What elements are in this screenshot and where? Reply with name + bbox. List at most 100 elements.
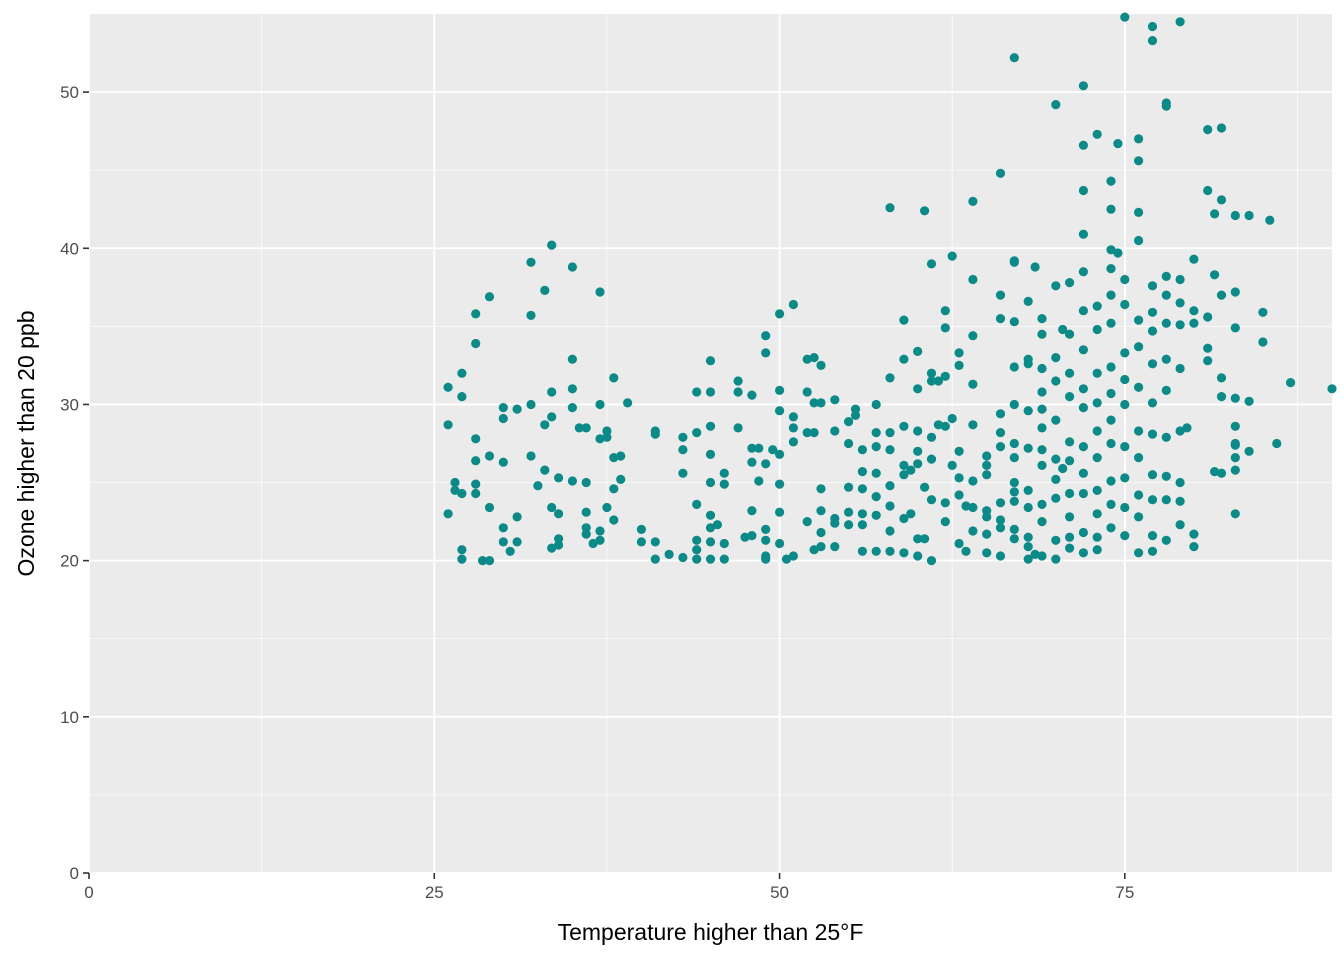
data-point bbox=[1161, 432, 1171, 442]
data-point bbox=[1161, 495, 1171, 505]
data-point bbox=[471, 434, 481, 444]
data-point bbox=[1175, 477, 1185, 488]
data-point bbox=[616, 451, 626, 461]
data-point bbox=[1175, 320, 1185, 330]
data-point bbox=[933, 376, 944, 386]
data-point bbox=[705, 554, 716, 564]
data-point bbox=[1175, 520, 1185, 530]
data-point bbox=[995, 523, 1006, 533]
y-tick-label: 50 bbox=[60, 83, 79, 102]
data-point bbox=[747, 457, 757, 467]
data-point bbox=[1009, 362, 1019, 372]
data-point bbox=[940, 323, 950, 333]
data-point bbox=[1216, 468, 1227, 478]
data-point bbox=[940, 306, 950, 316]
data-point bbox=[857, 509, 868, 519]
data-point bbox=[968, 476, 978, 486]
data-point bbox=[1244, 396, 1254, 406]
data-point bbox=[1286, 378, 1296, 388]
data-point bbox=[719, 554, 729, 564]
data-point bbox=[1037, 387, 1047, 397]
data-point bbox=[1161, 290, 1171, 300]
data-point bbox=[719, 479, 729, 489]
data-point bbox=[733, 387, 743, 397]
data-point bbox=[1258, 337, 1268, 347]
data-point bbox=[1106, 318, 1116, 328]
data-point bbox=[1175, 426, 1185, 436]
data-point bbox=[830, 426, 840, 436]
data-point bbox=[1120, 374, 1130, 385]
data-point bbox=[588, 538, 598, 549]
data-point bbox=[719, 538, 729, 549]
data-point bbox=[754, 476, 764, 486]
data-point bbox=[1147, 546, 1158, 556]
data-point bbox=[1106, 245, 1116, 255]
data-point bbox=[1009, 53, 1019, 63]
data-point bbox=[885, 445, 895, 455]
data-point bbox=[1009, 453, 1019, 463]
data-point bbox=[567, 476, 578, 486]
data-point bbox=[1051, 554, 1061, 564]
data-point bbox=[809, 353, 819, 363]
data-point bbox=[1092, 368, 1102, 378]
data-point bbox=[1078, 488, 1088, 499]
data-point bbox=[567, 403, 578, 413]
data-point bbox=[1037, 499, 1047, 509]
data-point bbox=[906, 509, 916, 519]
data-point bbox=[1009, 534, 1019, 544]
data-point bbox=[554, 540, 564, 550]
data-point bbox=[913, 384, 923, 394]
data-point bbox=[457, 392, 467, 402]
data-point bbox=[1065, 368, 1075, 378]
data-point bbox=[609, 373, 619, 383]
data-point bbox=[1210, 209, 1220, 219]
data-point bbox=[995, 314, 1006, 324]
data-point bbox=[747, 443, 757, 453]
data-point bbox=[595, 287, 605, 297]
data-point bbox=[995, 168, 1006, 178]
data-point bbox=[982, 451, 992, 461]
data-point bbox=[982, 470, 992, 480]
data-point bbox=[609, 515, 619, 525]
data-point bbox=[1078, 468, 1088, 478]
data-point bbox=[1147, 531, 1158, 541]
data-point bbox=[498, 457, 508, 467]
data-point bbox=[1037, 363, 1047, 374]
data-point bbox=[457, 488, 467, 499]
data-point bbox=[581, 529, 591, 539]
data-point bbox=[547, 387, 557, 397]
data-point bbox=[650, 554, 660, 564]
data-point bbox=[1216, 373, 1227, 383]
data-point bbox=[816, 542, 826, 552]
y-tick-label: 30 bbox=[60, 395, 79, 414]
data-point bbox=[733, 376, 743, 386]
data-point bbox=[1230, 509, 1240, 519]
data-point bbox=[1189, 306, 1199, 316]
data-point bbox=[678, 445, 688, 455]
data-point bbox=[498, 523, 508, 533]
x-tick-label: 25 bbox=[425, 883, 444, 902]
data-point bbox=[1078, 306, 1088, 316]
data-point bbox=[623, 398, 633, 408]
data-point bbox=[1120, 502, 1130, 513]
data-point bbox=[857, 546, 868, 556]
data-point bbox=[595, 526, 605, 536]
data-point bbox=[761, 554, 771, 564]
data-point bbox=[1210, 270, 1220, 280]
data-point bbox=[920, 206, 930, 216]
data-point bbox=[844, 482, 854, 492]
data-point bbox=[1113, 139, 1123, 149]
data-point bbox=[885, 546, 895, 556]
data-point bbox=[733, 423, 743, 433]
data-point bbox=[484, 556, 495, 566]
data-point bbox=[595, 399, 605, 410]
data-point bbox=[899, 460, 909, 470]
data-point bbox=[1203, 125, 1213, 135]
data-point bbox=[809, 398, 819, 408]
data-point bbox=[1230, 421, 1240, 431]
data-point bbox=[1078, 345, 1088, 355]
data-point bbox=[567, 262, 578, 272]
data-point bbox=[636, 537, 647, 547]
data-point bbox=[775, 385, 785, 395]
